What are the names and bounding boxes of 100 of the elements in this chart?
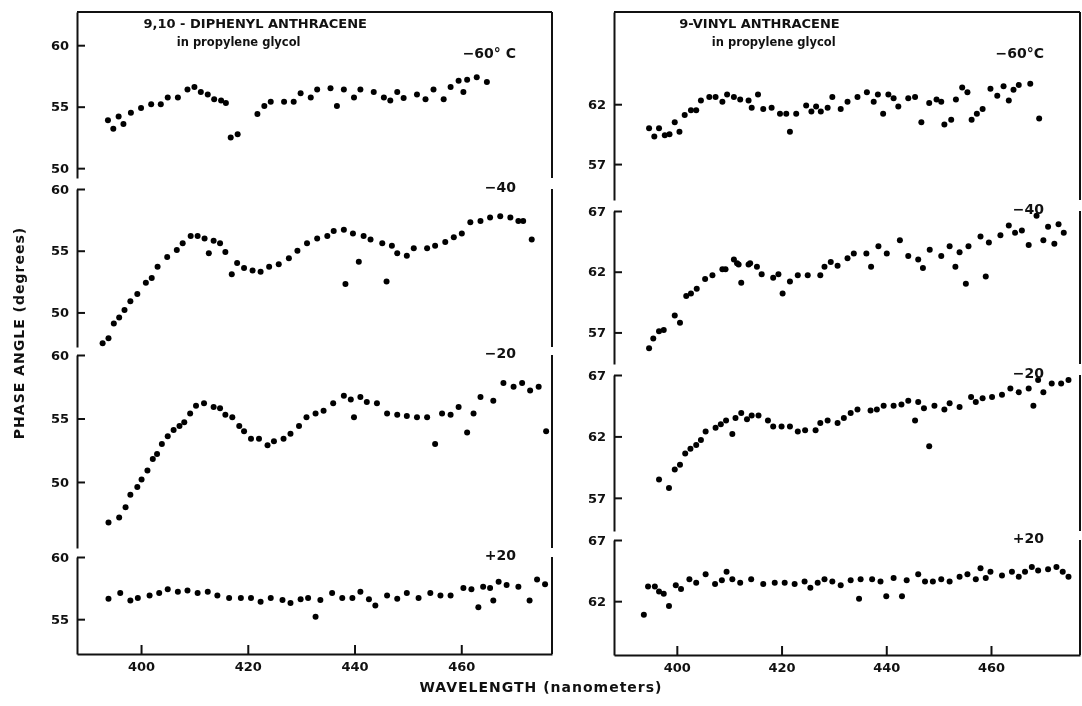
point xyxy=(254,111,261,118)
point xyxy=(279,596,286,603)
point xyxy=(179,240,186,247)
point xyxy=(1008,568,1015,575)
point xyxy=(379,240,386,247)
series-label: −40 xyxy=(1012,201,1045,217)
point xyxy=(542,581,549,588)
point xyxy=(760,581,767,588)
y-tick-label: 50 xyxy=(50,160,69,176)
point xyxy=(938,576,945,583)
series-label: +20 xyxy=(484,547,517,563)
point xyxy=(824,417,831,424)
point xyxy=(1015,573,1022,580)
point xyxy=(898,593,905,600)
point xyxy=(873,406,880,413)
point xyxy=(515,218,522,225)
point xyxy=(507,214,514,221)
point xyxy=(222,248,229,255)
point xyxy=(447,411,454,418)
y-tick-label: 62 xyxy=(587,429,606,445)
point xyxy=(856,595,863,602)
point xyxy=(287,430,294,437)
point xyxy=(503,581,510,588)
point xyxy=(384,592,391,599)
point xyxy=(403,590,410,597)
point xyxy=(912,417,919,424)
y-tick-label: 62 xyxy=(587,593,606,609)
point xyxy=(687,445,694,452)
y-tick-label: 62 xyxy=(587,264,606,280)
point xyxy=(495,578,502,585)
y-tick-label: 62 xyxy=(587,96,606,112)
point xyxy=(738,410,745,417)
point xyxy=(473,74,480,81)
point xyxy=(723,417,730,424)
point xyxy=(857,576,864,583)
point xyxy=(312,613,319,620)
chart-title: 9,10 - DIPHENYL ANTHRACENE xyxy=(143,16,367,31)
point xyxy=(717,421,724,428)
series-label: −20 xyxy=(484,345,517,361)
point xyxy=(339,595,346,602)
point xyxy=(193,402,200,409)
point xyxy=(968,394,975,401)
y-tick-label: 60 xyxy=(50,181,69,197)
point xyxy=(526,597,533,604)
point xyxy=(883,593,890,600)
point xyxy=(236,423,243,430)
point xyxy=(387,97,394,104)
point xyxy=(357,393,364,400)
point xyxy=(890,574,897,581)
point xyxy=(174,588,181,595)
point xyxy=(477,218,484,225)
point xyxy=(110,125,117,132)
point xyxy=(998,391,1005,398)
point xyxy=(164,253,171,260)
point xyxy=(1053,563,1060,570)
point xyxy=(229,414,236,421)
point xyxy=(210,237,217,244)
point xyxy=(357,588,364,595)
point xyxy=(138,476,145,483)
chart-title: 9-VINYL ANTHRACENE xyxy=(679,16,840,31)
point xyxy=(946,400,953,407)
point xyxy=(241,265,248,271)
point xyxy=(384,410,391,417)
point xyxy=(261,103,268,110)
point xyxy=(249,267,256,274)
point xyxy=(144,467,151,474)
point xyxy=(370,88,377,95)
point xyxy=(121,306,128,313)
point xyxy=(201,235,208,242)
point xyxy=(829,578,836,585)
x-tick-label: 460 xyxy=(448,659,476,675)
point xyxy=(460,88,467,95)
point xyxy=(464,429,471,436)
point xyxy=(430,86,437,93)
point xyxy=(743,416,750,423)
point xyxy=(164,94,171,101)
series-label: −20 xyxy=(1012,365,1045,381)
y-tick-label: 50 xyxy=(50,305,69,321)
point xyxy=(349,230,356,237)
point xyxy=(964,571,971,578)
point xyxy=(360,232,367,239)
point xyxy=(400,95,407,102)
point xyxy=(723,568,730,575)
series-label: −60° C xyxy=(462,45,516,61)
point xyxy=(665,485,672,492)
point xyxy=(802,427,809,434)
point xyxy=(483,79,490,86)
point xyxy=(464,76,471,83)
point xyxy=(255,435,262,442)
point xyxy=(410,245,417,252)
point xyxy=(458,230,465,237)
point xyxy=(729,430,736,437)
point xyxy=(929,578,936,585)
point xyxy=(303,414,310,421)
point xyxy=(656,588,663,595)
point xyxy=(247,435,254,442)
point xyxy=(748,576,755,583)
x-tick-label: 440 xyxy=(873,660,901,676)
point xyxy=(998,572,1005,579)
point xyxy=(890,402,897,409)
